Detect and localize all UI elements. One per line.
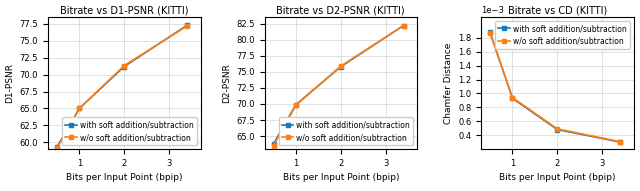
Line: with soft addition/subtraction: with soft addition/subtraction: [55, 23, 189, 149]
Legend: with soft addition/subtraction, w/o soft addition/subtraction: with soft addition/subtraction, w/o soft…: [495, 21, 630, 49]
Title: Bitrate vs D1-PSNR (KITTI): Bitrate vs D1-PSNR (KITTI): [60, 5, 189, 15]
with soft addition/subtraction: [509, 97, 516, 100]
Y-axis label: Chamfer Distance: Chamfer Distance: [444, 42, 452, 124]
with soft addition/subtraction: [183, 24, 191, 26]
with soft addition/subtraction: [337, 66, 344, 68]
Line: w/o soft addition/subtraction: w/o soft addition/subtraction: [488, 31, 622, 144]
Line: w/o soft addition/subtraction: w/o soft addition/subtraction: [55, 24, 189, 150]
with soft addition/subtraction: [53, 146, 61, 148]
w/o soft addition/subtraction: [486, 32, 494, 34]
X-axis label: Bits per Input Point (bpip): Bits per Input Point (bpip): [282, 173, 399, 182]
w/o soft addition/subtraction: [400, 24, 408, 27]
with soft addition/subtraction: [616, 141, 624, 143]
with soft addition/subtraction: [486, 31, 494, 34]
w/o soft addition/subtraction: [183, 25, 191, 27]
Title: Bitrate vs CD (KITTI): Bitrate vs CD (KITTI): [508, 5, 607, 15]
w/o soft addition/subtraction: [337, 65, 344, 67]
w/o soft addition/subtraction: [616, 141, 624, 143]
X-axis label: Bits per Input Point (bpip): Bits per Input Point (bpip): [499, 173, 616, 182]
Title: Bitrate vs D2-PSNR (KITTI): Bitrate vs D2-PSNR (KITTI): [276, 5, 405, 15]
X-axis label: Bits per Input Point (bpip): Bits per Input Point (bpip): [66, 173, 182, 182]
Line: with soft addition/subtraction: with soft addition/subtraction: [488, 30, 622, 144]
Y-axis label: D2-PSNR: D2-PSNR: [221, 63, 230, 103]
w/o soft addition/subtraction: [554, 128, 561, 130]
Text: 1e−3: 1e−3: [481, 6, 504, 15]
with soft addition/subtraction: [554, 128, 561, 131]
w/o soft addition/subtraction: [292, 104, 300, 106]
with soft addition/subtraction: [120, 65, 128, 68]
w/o soft addition/subtraction: [120, 64, 128, 67]
with soft addition/subtraction: [292, 104, 300, 106]
with soft addition/subtraction: [76, 107, 83, 110]
Line: w/o soft addition/subtraction: w/o soft addition/subtraction: [271, 23, 406, 148]
w/o soft addition/subtraction: [509, 96, 516, 99]
w/o soft addition/subtraction: [269, 145, 277, 147]
Y-axis label: D1-PSNR: D1-PSNR: [5, 63, 14, 103]
Legend: with soft addition/subtraction, w/o soft addition/subtraction: with soft addition/subtraction, w/o soft…: [279, 117, 413, 145]
Line: with soft addition/subtraction: with soft addition/subtraction: [271, 23, 406, 146]
with soft addition/subtraction: [269, 143, 277, 145]
w/o soft addition/subtraction: [76, 107, 83, 110]
Legend: with soft addition/subtraction, w/o soft addition/subtraction: with soft addition/subtraction, w/o soft…: [62, 117, 196, 145]
with soft addition/subtraction: [400, 24, 408, 27]
w/o soft addition/subtraction: [53, 147, 61, 149]
